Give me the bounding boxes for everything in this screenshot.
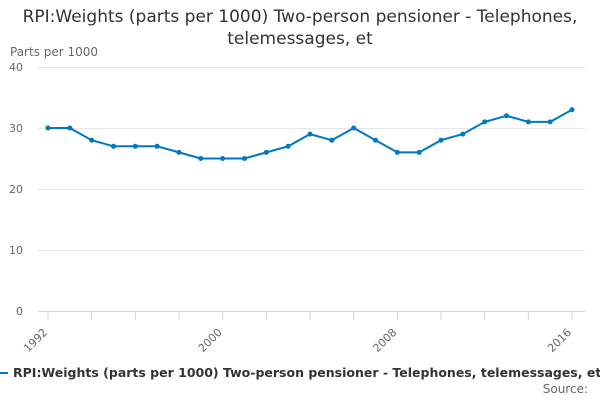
data-point	[460, 131, 466, 137]
data-point	[329, 137, 335, 143]
y-tick-label: 0	[16, 305, 23, 318]
source-label: Source:	[542, 382, 588, 396]
x-tick-label: 2016	[545, 326, 574, 355]
y-tick-label: 30	[9, 122, 23, 135]
data-point	[220, 156, 226, 161]
y-tick-label: 40	[9, 61, 23, 74]
data-point	[154, 143, 160, 149]
data-point	[373, 137, 378, 143]
chart-title: RPI:Weights (parts per 1000) Two-person …	[22, 7, 578, 49]
x-tick-label: 2008	[370, 326, 399, 355]
data-point	[285, 143, 291, 149]
data-point	[307, 131, 313, 137]
data-point	[242, 156, 247, 161]
data-point	[569, 107, 575, 113]
y-tick-label: 10	[9, 244, 23, 257]
data-point	[89, 137, 95, 143]
data-point	[263, 149, 269, 155]
data-point	[504, 113, 509, 119]
data-point	[198, 156, 204, 161]
data-point	[67, 125, 73, 131]
legend-label: RPI:Weights (parts per 1000) Two-person …	[13, 365, 600, 380]
data-point	[482, 119, 488, 125]
y-axis-label: Parts per 1000	[10, 45, 98, 59]
data-point	[438, 137, 444, 143]
data-point	[351, 125, 357, 131]
data-point	[45, 125, 51, 131]
legend-swatch	[0, 371, 8, 374]
x-tick-label: 1992	[21, 326, 50, 355]
data-point	[547, 119, 553, 125]
data-point	[416, 149, 422, 155]
data-point	[111, 143, 116, 149]
data-point	[525, 119, 531, 125]
data-point	[132, 143, 138, 149]
x-tick-label: 2000	[196, 326, 225, 355]
legend-item[interactable]: RPI:Weights (parts per 1000) Two-person …	[0, 365, 600, 380]
data-point	[394, 149, 400, 155]
y-tick-label: 20	[9, 183, 23, 196]
data-point	[176, 149, 182, 155]
